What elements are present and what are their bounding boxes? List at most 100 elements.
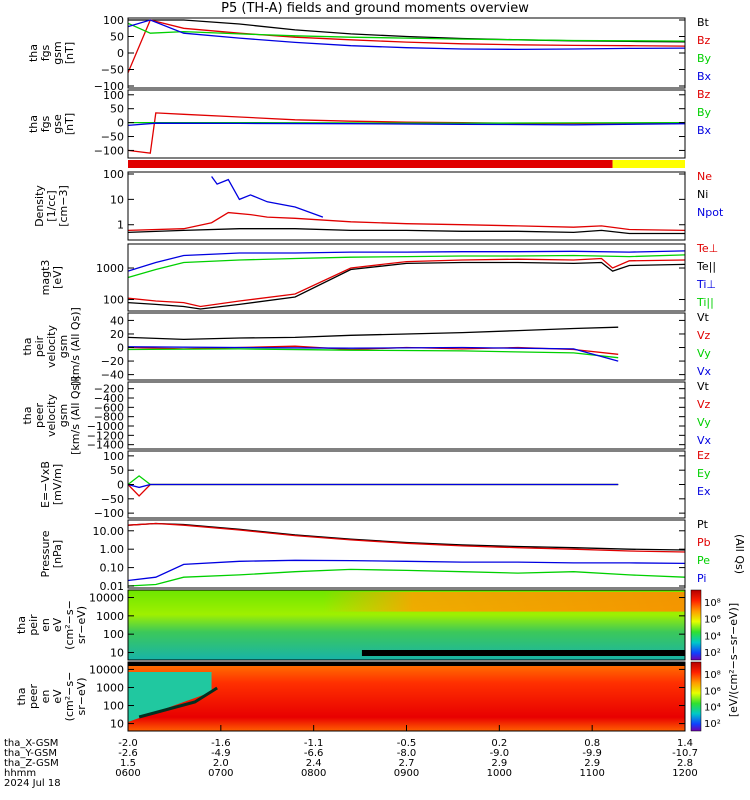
legend-label: Te|| — [696, 260, 716, 273]
y-tick-label: −50 — [101, 131, 124, 144]
colorbar-side-label: [eV/(cm²−s−sr−eV)] — [727, 603, 740, 717]
y-tick-label: 40 — [110, 314, 124, 327]
y-axis-label: tha — [27, 44, 40, 62]
series-line-fgs-gsm-Bx — [127, 19, 686, 51]
x-row-value: 2.8 — [677, 758, 693, 769]
y-tick-label: −20 — [101, 355, 124, 368]
electron-spectrogram-boundary — [138, 686, 218, 719]
y-tick-label: −400 — [94, 392, 124, 405]
y-axis-label: gse — [51, 114, 64, 134]
y-axis-label: E=−VxB — [39, 461, 52, 508]
y-axis-label: (cm²−s− — [63, 672, 76, 722]
y-tick-label: 0 — [117, 117, 124, 130]
colorbar-tick-label: 10⁶ — [704, 615, 721, 626]
y-tick-label: 10 — [110, 646, 124, 659]
y-axis-label: peir — [33, 335, 46, 357]
series-line-temperature-Ti⊥ — [127, 250, 686, 272]
y-axis-label: gsm — [57, 404, 70, 427]
y-axis-label: fgs — [39, 115, 52, 132]
y-tick-label: −100 — [94, 144, 124, 157]
series-line-fgs-gsm-By — [127, 22, 686, 42]
y-tick-label: 10 — [110, 718, 124, 731]
colorbar-tick-label: 10⁸ — [704, 670, 721, 681]
panel-frame-pressure — [127, 519, 686, 589]
colorbar-1 — [690, 661, 702, 732]
legend-label: Ti|| — [696, 296, 714, 309]
ion-spectrogram-hot-band — [322, 592, 685, 612]
y-tick-label: 1 — [117, 219, 124, 232]
x-row-value: 0900 — [394, 768, 419, 779]
x-row-value: 0700 — [208, 768, 233, 779]
y-axis-label: magt3 — [39, 260, 52, 296]
legend-label: Ey — [697, 467, 711, 480]
y-tick-label: −100 — [94, 507, 124, 520]
y-axis-label: eV — [51, 689, 64, 704]
y-axis-label: peir — [27, 614, 40, 636]
legend-label: Npot — [697, 206, 724, 219]
y-tick-label: 10 — [110, 193, 124, 206]
series-line-peir-velocity-Vy — [127, 348, 619, 359]
y-axis-label: sr−eV) — [75, 606, 88, 644]
legend-label: Pi — [697, 572, 706, 585]
y-tick-label: −600 — [94, 401, 124, 414]
legend-label: Bx — [697, 70, 712, 83]
y-axis-label: [mV/m] — [51, 464, 64, 505]
y-tick-label: −100 — [94, 80, 124, 93]
y-tick-label: 50 — [110, 464, 124, 477]
x-row-value: -2.6 — [118, 748, 138, 759]
legend-label: Vx — [697, 365, 712, 378]
legend-label: Vz — [697, 329, 711, 342]
panel-peir-eflux: 10000 1000 100 10 tha peir en eV (cm²−s− sr−eV) — [15, 589, 686, 661]
y-tick-label: 100 — [103, 168, 124, 181]
y-tick-label: 0 — [117, 342, 124, 355]
legend-label: Vy — [697, 416, 711, 429]
y-axis-label: [nPa] — [51, 540, 64, 568]
x-row-value: 1100 — [579, 768, 604, 779]
y-axis-label: (cm²−s− — [63, 600, 76, 650]
x-row-value: 2.9 — [584, 758, 600, 769]
legend-label: Pb — [697, 536, 711, 549]
y-axis-label: en — [39, 690, 52, 704]
y-axis-label: [nT] — [63, 42, 76, 64]
x-row-value: 2.0 — [213, 758, 229, 769]
x-row-value: -9.0 — [490, 748, 510, 759]
y-tick-label: −800 — [94, 411, 124, 424]
y-axis-label: Pressure — [39, 530, 52, 577]
series-line-density-Ne — [127, 211, 686, 232]
colorbar-tick-label: 10⁴ — [704, 631, 721, 642]
x-row-value: 0.2 — [491, 738, 507, 749]
y-axis-label: en — [39, 618, 52, 632]
colorbar-tick-label: 10² — [704, 719, 721, 730]
x-row-value: -0.5 — [397, 738, 417, 749]
series-line-fgs-gse-Bz — [127, 112, 686, 154]
mode-bar-segment — [128, 160, 613, 168]
series-line-peir-velocity-Vx — [127, 346, 619, 362]
series-line-efield-Ey — [127, 475, 619, 486]
y-axis-label: Density — [33, 185, 46, 227]
y-axis-label: [km/s (All Qs)] — [69, 376, 82, 455]
electron-spectrogram-base — [128, 662, 685, 731]
legend-label: Vt — [697, 311, 710, 324]
ion-spectrogram-dropout — [361, 650, 685, 656]
y-tick-label: −50 — [101, 493, 124, 506]
x-row-value: -4.9 — [211, 748, 231, 759]
y-axis-label: sr−eV) — [75, 677, 88, 715]
series-line-pressure-Pe — [127, 568, 686, 587]
x-row-label: tha_X-GSM — [4, 738, 58, 749]
chart-title: P5 (TH-A) fields and ground moments over… — [221, 1, 529, 16]
y-axis-label: eV — [51, 617, 64, 632]
panel-density: 100 10 1 Density [1/cc] [cm−3] Ne Ni Npot — [33, 168, 724, 241]
panel-frame-temperature — [127, 243, 686, 312]
y-axis-label: peer — [33, 403, 46, 429]
legend-label: Te⊥ — [696, 242, 718, 255]
legend-side-label: (All Qs) — [733, 534, 746, 574]
x-row-value: 0600 — [115, 768, 140, 779]
x-row-value: -2.0 — [118, 738, 138, 749]
colorbar-tick-label: 10⁸ — [704, 598, 721, 609]
y-tick-label: 50 — [110, 103, 124, 116]
y-tick-label: 10000 — [89, 663, 124, 676]
y-tick-label: 20 — [110, 328, 124, 341]
x-row-label: tha_Y-GSM — [4, 748, 57, 759]
